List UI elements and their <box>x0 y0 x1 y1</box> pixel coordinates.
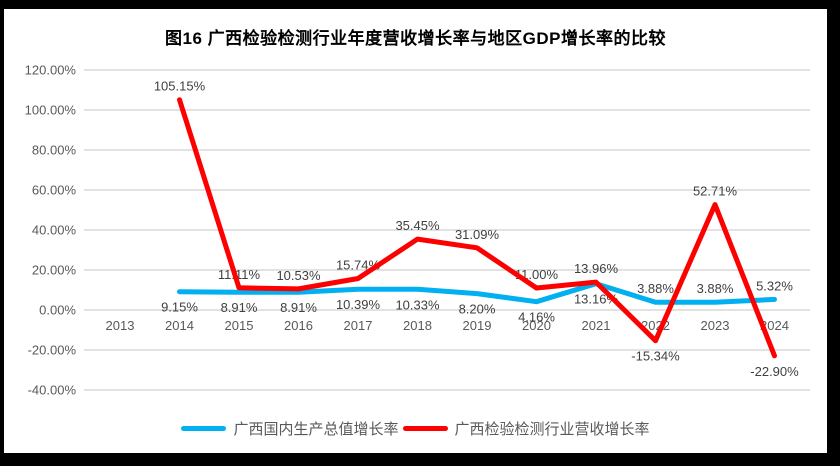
x-axis-year-label: 2017 <box>344 318 373 333</box>
chart-title: 图16 广西检验检测行业年度营收增长率与地区GDP增长率的比较 <box>165 29 666 48</box>
x-axis-year-label: 2023 <box>701 318 730 333</box>
legend-label-revenue-growth: 广西检验检测行业营收增长率 <box>454 421 650 438</box>
y-axis-tick-label: -20.00% <box>28 343 77 358</box>
line-chart-plot-area: 120.00% 100.00% 80.00% 60.00% 40.00% 20.00% 0.… <box>25 63 810 398</box>
legend-line-swatch-red <box>402 426 448 431</box>
data-label-series-1: -15.34% <box>631 349 680 364</box>
data-label-series-0: 9.15% <box>161 300 198 315</box>
data-label-series-1: 35.45% <box>395 218 440 233</box>
legend-line-swatch-blue <box>181 426 227 431</box>
y-axis-tick-label: 80.00% <box>32 143 77 158</box>
x-axis-year-label: 2018 <box>403 318 432 333</box>
x-axis-year-label: 2014 <box>165 318 194 333</box>
series-line-1 <box>177 97 777 359</box>
data-label-series-1: 52.71% <box>693 184 738 199</box>
data-label-series-0: 8.91% <box>280 300 317 315</box>
legend-item-revenue-growth: 广西检验检测行业营收增长率 <box>402 418 650 439</box>
x-axis-year-label: 2020 <box>522 318 551 333</box>
data-label-series-0: 3.88% <box>637 281 674 296</box>
data-label-series-0: 4.16% <box>518 310 555 325</box>
data-label-series-1: -22.90% <box>750 364 799 379</box>
data-label-series-0: 3.88% <box>697 281 734 296</box>
legend-label-gdp-growth: 广西国内生产总值增长率 <box>233 421 399 438</box>
data-label-series-0: 8.91% <box>221 300 258 315</box>
data-label-series-1: 105.15% <box>154 79 206 94</box>
data-label-series-1: 11.11% <box>218 267 261 282</box>
data-label-series-0: 8.20% <box>459 302 496 317</box>
y-axis-tick-label: 0.00% <box>39 303 76 318</box>
x-axis-year-label: 2024 <box>760 318 789 333</box>
data-label-series-1: 13.96% <box>574 261 619 276</box>
data-label-series-1: 10.53% <box>276 268 321 283</box>
data-label-series-0: 10.33% <box>395 297 440 312</box>
y-axis-tick-label: 20.00% <box>32 263 77 278</box>
x-axis-year-label: 2015 <box>225 318 254 333</box>
legend-item-gdp-growth: 广西国内生产总值增长率 <box>181 418 399 439</box>
y-axis-tick-label: 60.00% <box>32 183 77 198</box>
chart-legend: 广西国内生产总值增长率 广西检验检测行业营收增长率 <box>4 418 827 439</box>
y-axis-tick-label: 100.00% <box>25 103 77 118</box>
series-line-0 <box>177 281 777 305</box>
data-label-series-1: 31.09% <box>455 227 500 242</box>
y-axis-tick-label: 40.00% <box>32 223 77 238</box>
data-label-series-0: 10.39% <box>336 297 381 312</box>
x-axis-year-label: 2021 <box>582 318 611 333</box>
y-axis-tick-label: -40.00% <box>28 383 77 398</box>
x-axis-year-label: 2019 <box>463 318 492 333</box>
x-axis-year-label: 2016 <box>284 318 313 333</box>
x-axis-year-label: 2013 <box>106 318 135 333</box>
y-axis-tick-label: 120.00% <box>25 63 77 78</box>
data-label-series-0: 5.32% <box>756 278 793 293</box>
chart-canvas: 图16 广西检验检测行业年度营收增长率与地区GDP增长率的比较 120.00% 1… <box>4 9 827 453</box>
